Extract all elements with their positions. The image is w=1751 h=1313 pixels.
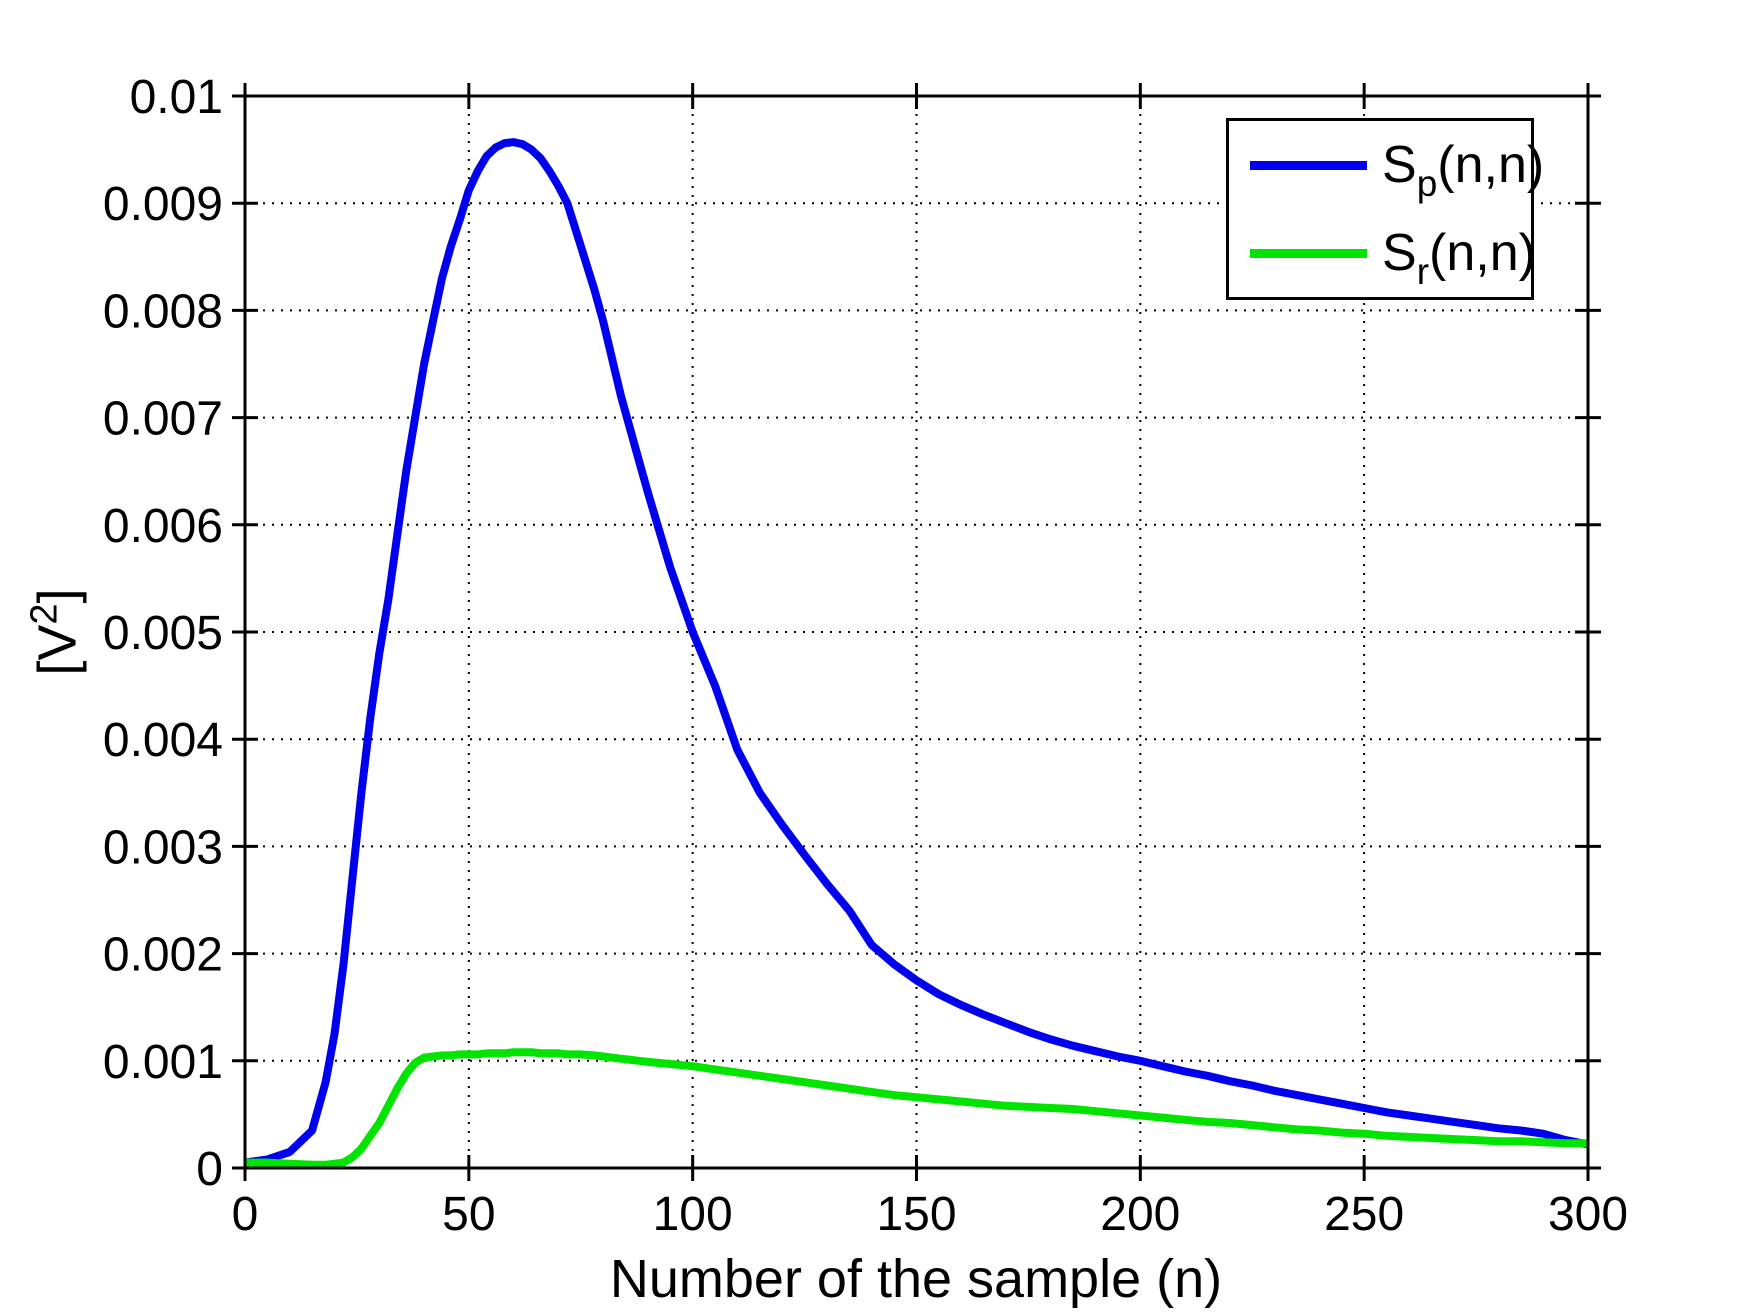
y-tick-label-0.007: 0.007 bbox=[103, 393, 223, 446]
legend-line-sample-sp bbox=[1250, 160, 1367, 170]
y-tick-label-0.005: 0.005 bbox=[103, 607, 223, 660]
y-tick-label-0: 0 bbox=[196, 1143, 223, 1196]
y-axis-label-close: ] bbox=[27, 588, 88, 604]
legend: Sp(n,n) Sr(n,n) bbox=[1226, 118, 1544, 300]
legend-label-sr: Sr(n,n) bbox=[1382, 224, 1536, 290]
x-tick-label-100: 100 bbox=[653, 1188, 733, 1241]
y-axis-label: [V2] bbox=[24, 588, 89, 675]
legend-label-sp-base: S bbox=[1382, 136, 1417, 194]
legend-label-sr-base: S bbox=[1382, 224, 1417, 282]
x-tick-label-200: 200 bbox=[1100, 1188, 1180, 1241]
x-tick-label-300: 300 bbox=[1548, 1188, 1628, 1241]
legend-label-sp: Sp(n,n) bbox=[1382, 136, 1545, 202]
x-tick-label-150: 150 bbox=[876, 1188, 956, 1241]
legend-label-sr-args: (n,n) bbox=[1429, 224, 1536, 282]
legend-label-sp-subscript: p bbox=[1416, 163, 1438, 204]
y-tick-label-0.001: 0.001 bbox=[103, 1036, 223, 1089]
legend-label-sr-subscript: r bbox=[1416, 251, 1430, 292]
x-tick-label-250: 250 bbox=[1324, 1188, 1404, 1241]
legend-label-sp-args: (n,n) bbox=[1437, 136, 1545, 194]
legend-item-sr: Sr(n,n) bbox=[1229, 209, 1536, 297]
y-tick-label-0.01: 0.01 bbox=[130, 71, 223, 124]
y-tick-label-0.004: 0.004 bbox=[103, 714, 223, 767]
y-tick-label-0.002: 0.002 bbox=[103, 929, 223, 982]
y-axis-label-open: [V bbox=[27, 624, 88, 676]
legend-item-sp: Sp(n,n) bbox=[1229, 121, 1544, 209]
x-axis-label: Number of the sample (n) bbox=[609, 1249, 1223, 1309]
y-tick-label-0.009: 0.009 bbox=[103, 178, 223, 231]
x-tick-label-0: 0 bbox=[232, 1188, 259, 1241]
legend-line-sample-sr bbox=[1250, 248, 1367, 258]
series-line-p bbox=[244, 138, 1589, 1167]
series-line-r bbox=[245, 1048, 1588, 1169]
y-axis-label-exponent: 2 bbox=[23, 603, 66, 625]
y-tick-label-0.006: 0.006 bbox=[103, 500, 223, 553]
x-tick-label-50: 50 bbox=[442, 1188, 495, 1241]
y-tick-label-0.008: 0.008 bbox=[103, 285, 223, 338]
y-tick-label-0.003: 0.003 bbox=[103, 821, 223, 874]
